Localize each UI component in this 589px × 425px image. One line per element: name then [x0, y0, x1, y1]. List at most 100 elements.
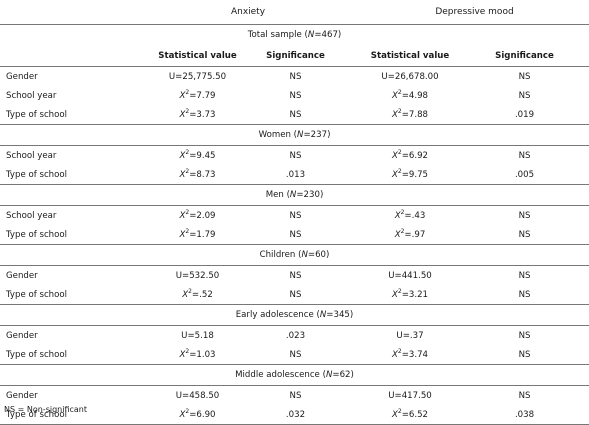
table-row: School year X2=9.45 NS X2=6.92 NS — [0, 146, 589, 166]
statistic-value: X2=1.79 — [150, 225, 245, 245]
statistic-superscript: 2 — [185, 167, 190, 175]
anxiety-significance: NS — [289, 270, 302, 281]
group-title-prefix: Early adolescence ( — [235, 310, 320, 320]
depressive-significance: NS — [518, 229, 531, 240]
group-title-prefix: Children ( — [259, 250, 302, 260]
statistic-superscript: 2 — [185, 107, 190, 115]
statistic-suffix: =1.03 — [189, 349, 216, 360]
column-header-row: Statistical value Significance Statistical… — [0, 45, 589, 67]
empty-cell — [346, 266, 360, 286]
statistic-superscript: 2 — [185, 407, 190, 415]
depressive-significance: NS — [518, 390, 531, 401]
statistic-prefix: U=5.18 — [181, 330, 214, 341]
row-label: Gender — [6, 330, 38, 341]
statistic-suffix: =3.21 — [401, 289, 429, 300]
statistic-value: X2=6.92 — [360, 146, 460, 166]
statistic-suffix: =8.73 — [189, 169, 216, 180]
statistic-superscript: 2 — [185, 347, 190, 355]
table-row: Type of school X2=1.79 NS X2=.97 NS — [0, 225, 589, 245]
statistic-prefix: X — [179, 90, 186, 101]
statistic-prefix: X — [179, 210, 186, 221]
statistic-value: X2=4.98 — [360, 86, 460, 105]
empty-cell — [346, 86, 360, 105]
statistic-value: X2=9.75 — [360, 165, 460, 185]
anxiety-significance: NS — [289, 90, 302, 101]
row-label: Type of school — [6, 229, 68, 240]
anxiety-significance: NS — [289, 349, 302, 360]
group-title-suffix: =230) — [296, 190, 324, 200]
statistic-prefix: X — [179, 109, 186, 120]
group-title: Men (N=230) — [0, 184, 589, 206]
depressive-significance: NS — [518, 330, 531, 341]
group-title-suffix: =345) — [326, 310, 354, 320]
table-row: Gender U=532.50 NS U=441.50 NS — [0, 266, 589, 286]
statistic-suffix: =6.52 — [401, 409, 429, 420]
statistic-value: X2=3.21 — [360, 285, 460, 305]
statistic-prefix: X — [391, 169, 398, 180]
group-n-label: N — [297, 130, 304, 140]
statistic-suffix: =3.73 — [189, 109, 216, 120]
empty-cell — [346, 285, 360, 305]
statistic-prefix: U=532.50 — [175, 270, 220, 281]
depressive-sig-header: Significance — [460, 45, 589, 67]
header-row: Anxiety Depressive mood — [0, 0, 589, 25]
statistic-value: U=532.50 — [150, 266, 245, 286]
anxiety-significance: NS — [289, 390, 302, 401]
statistic-value: U=417.50 — [360, 386, 460, 406]
empty-cell — [346, 45, 360, 67]
statistic-suffix: =6.92 — [401, 150, 429, 161]
statistic-prefix: X — [394, 229, 401, 240]
statistic-prefix: U=25,775.50 — [168, 71, 227, 82]
statistic-superscript: 2 — [400, 208, 405, 216]
statistic-value: U=458.50 — [150, 386, 245, 406]
footnote: NS = Non-significant — [4, 405, 87, 414]
statistic-value: X2=6.90 — [150, 405, 245, 425]
group-header-row: Middle adolescence (N=62) — [0, 364, 589, 386]
statistic-value: U=25,775.50 — [150, 67, 245, 87]
depressive-significance: .019 — [514, 109, 535, 120]
anxiety-significance: .032 — [245, 405, 346, 425]
statistic-prefix: X — [394, 210, 401, 221]
group-title-prefix: Women ( — [258, 130, 298, 140]
statistic-suffix: =9.45 — [189, 150, 216, 161]
empty-cell — [346, 386, 360, 406]
empty-cell — [346, 165, 360, 185]
statistic-prefix: X — [391, 409, 398, 420]
row-label: Type of school — [6, 289, 68, 300]
depressive-significance: NS — [518, 349, 531, 360]
empty-cell — [0, 45, 150, 67]
statistic-superscript: 2 — [397, 107, 402, 115]
statistic-superscript: 2 — [397, 347, 402, 355]
depressive-mood-header: Depressive mood — [435, 7, 514, 17]
group-title-prefix: Total sample ( — [247, 30, 308, 40]
empty-cell — [346, 146, 360, 166]
statistic-superscript: 2 — [397, 148, 402, 156]
table-row: School year X2=2.09 NS X2=.43 NS — [0, 206, 589, 226]
statistic-prefix: X — [182, 289, 189, 300]
group-title: Early adolescence (N=345) — [0, 304, 589, 326]
statistic-superscript: 2 — [397, 167, 402, 175]
group-header-row: Early adolescence (N=345) — [0, 304, 589, 326]
statistic-suffix: =9.75 — [401, 169, 429, 180]
statistic-value: X2=9.45 — [150, 146, 245, 166]
statistic-superscript: 2 — [397, 88, 402, 96]
depressive-significance: NS — [518, 90, 531, 101]
group-title-suffix: =237) — [303, 130, 331, 140]
statistic-suffix: =4.98 — [401, 90, 429, 101]
empty-cell — [346, 405, 360, 425]
statistic-value: X2=.97 — [360, 225, 460, 245]
statistic-superscript: 2 — [185, 88, 190, 96]
anxiety-significance: NS — [289, 71, 302, 82]
anxiety-significance: .013 — [285, 169, 306, 180]
empty-cell — [346, 206, 360, 226]
depressive-significance: NS — [518, 150, 531, 161]
table-row: Type of school X2=8.73.013 X2=9.75.005 — [0, 165, 589, 185]
statistic-superscript: 2 — [400, 227, 405, 235]
anxiety-significance: NS — [289, 109, 302, 120]
statistic-value: X2=2.09 — [150, 206, 245, 226]
statistic-prefix: X — [391, 90, 398, 101]
table-row: Type of school X2=.52 NS X2=3.21 NS — [0, 285, 589, 305]
depressive-stat-header: Statistical value — [360, 45, 460, 67]
row-label: School year — [6, 90, 57, 101]
empty-cell — [346, 105, 360, 125]
